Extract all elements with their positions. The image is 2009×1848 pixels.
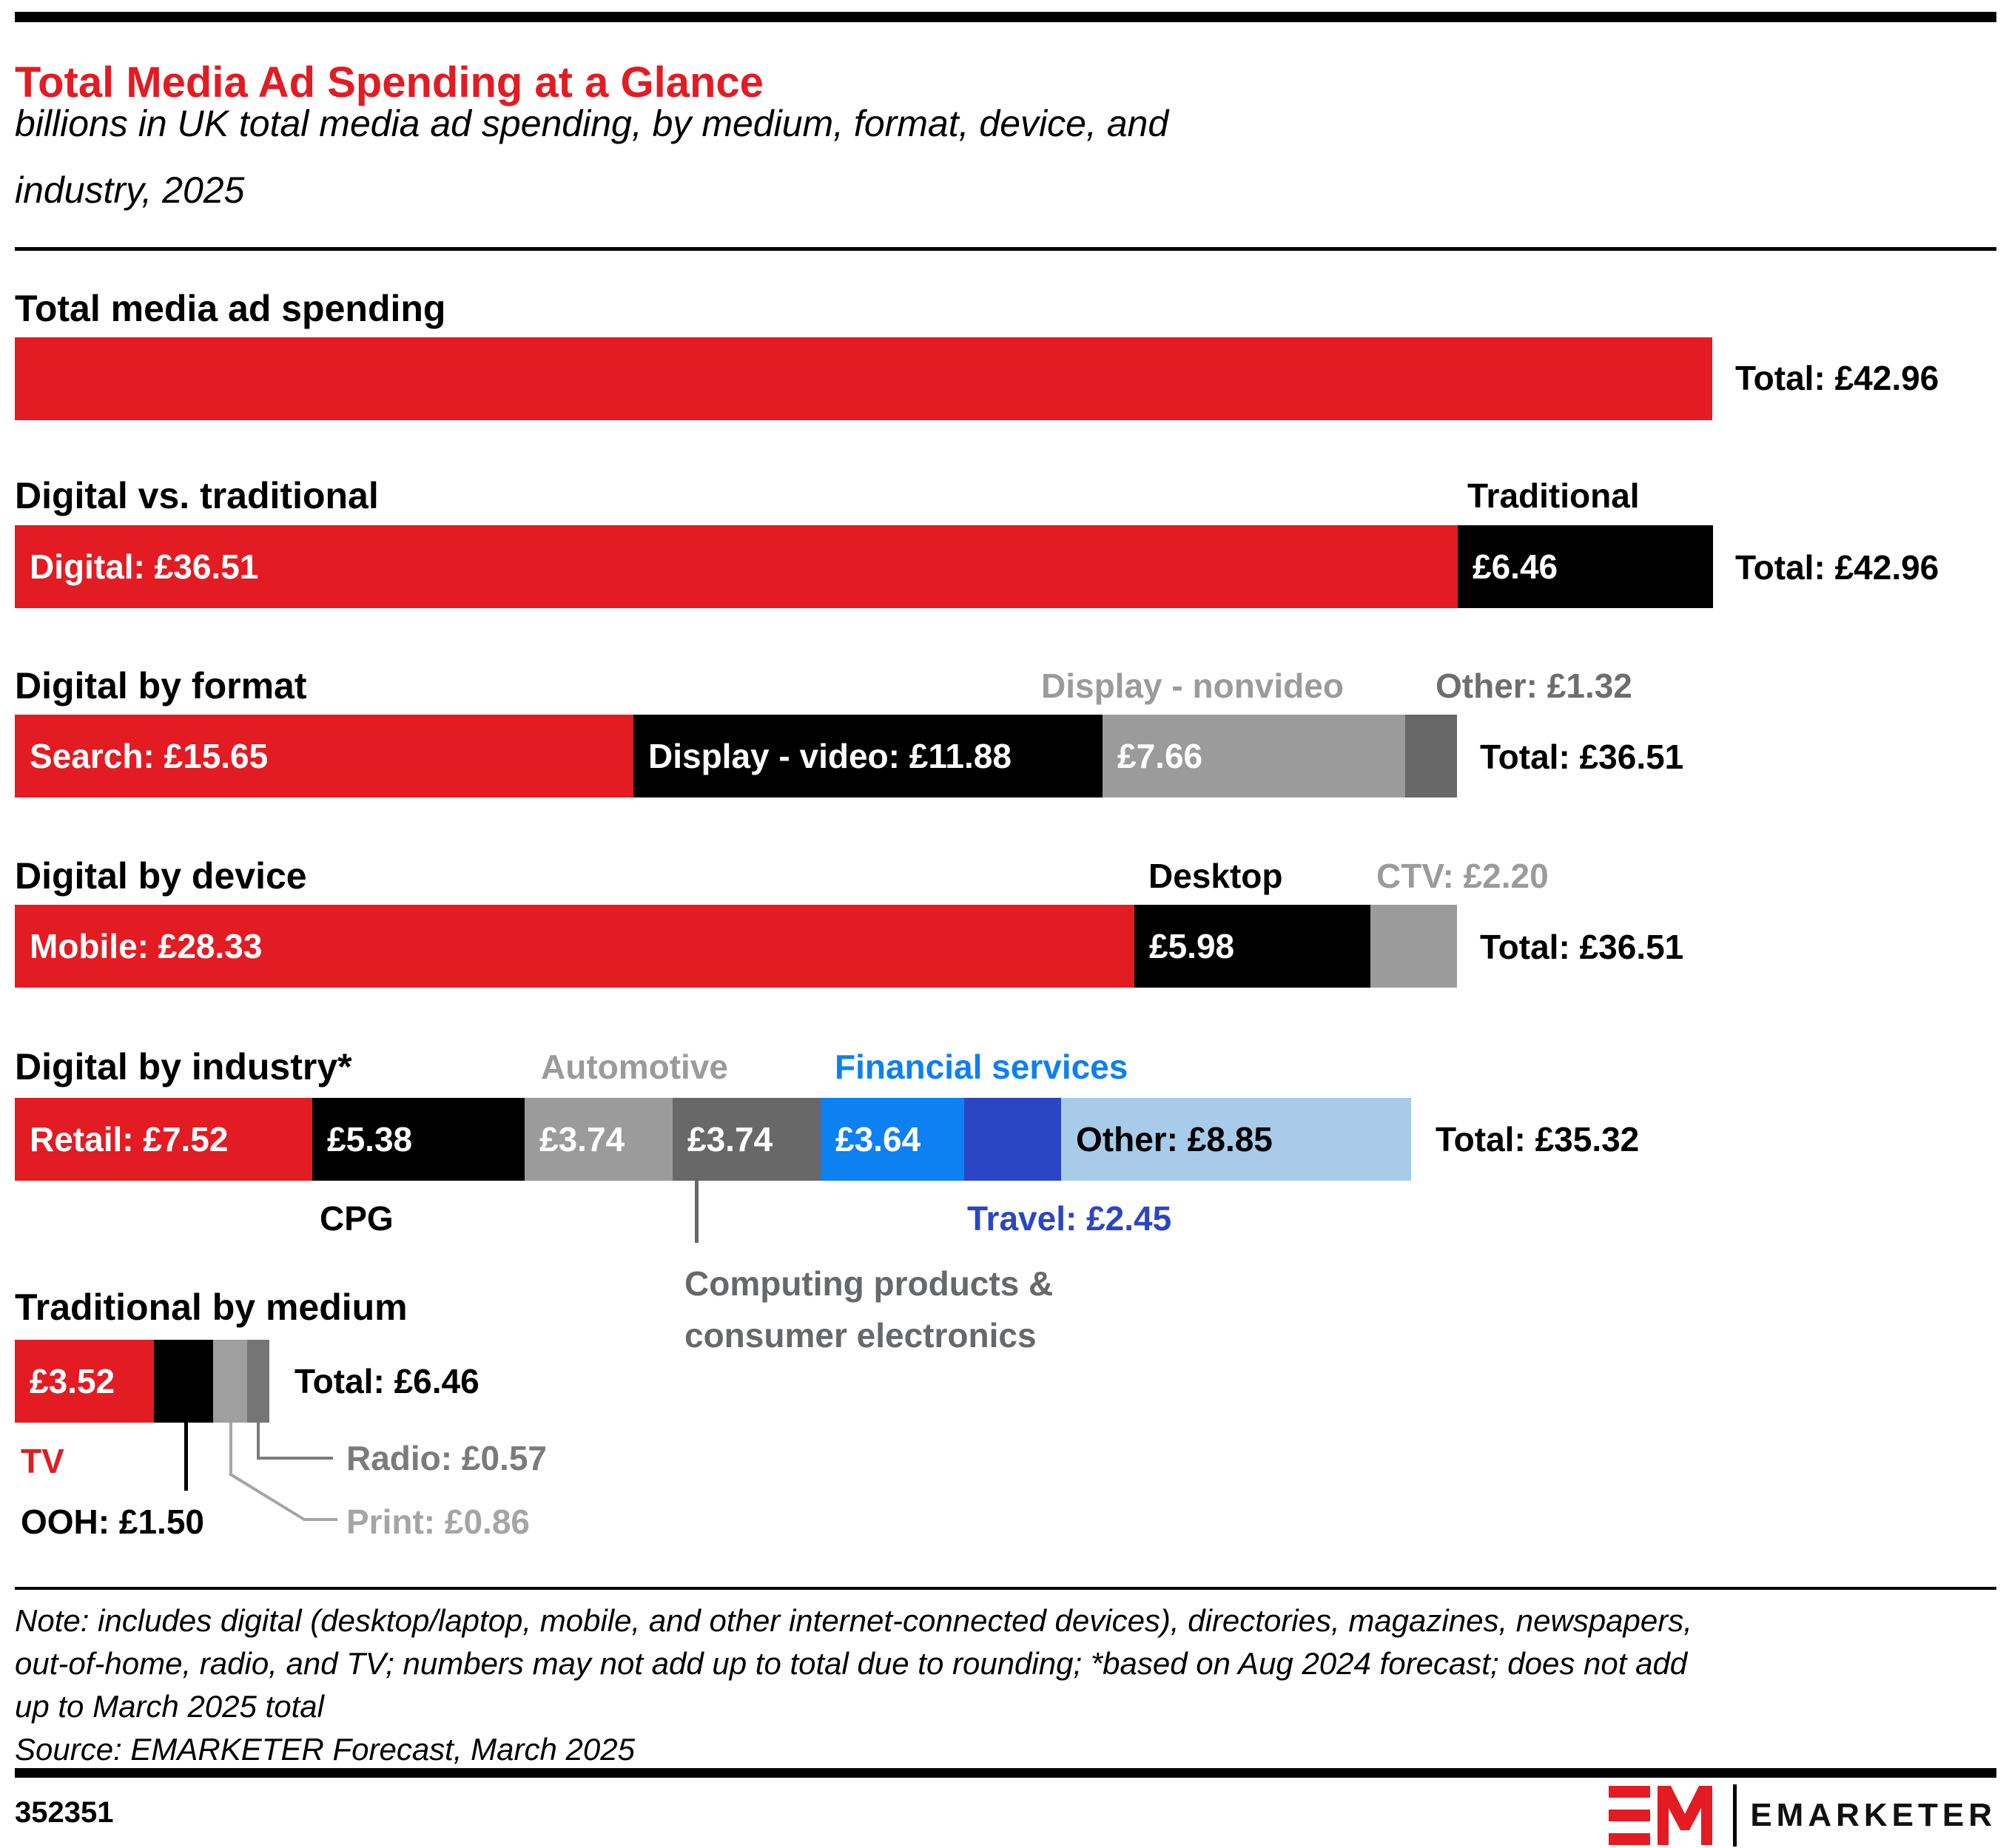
print-connector-hline bbox=[303, 1518, 337, 1521]
bar-segment-label-display-video: Display - video: £11.88 bbox=[648, 737, 1012, 775]
label-automotive: Automotive bbox=[541, 1048, 728, 1086]
total-label-traditional-by-medium: Total: £6.46 bbox=[295, 1362, 479, 1400]
bar-segment-retail: Retail: £7.52 bbox=[15, 1098, 312, 1181]
bar-segment-tv: £3.52 bbox=[15, 1340, 154, 1423]
top-rule bbox=[15, 12, 1996, 22]
bar-segment-total-media-ad-spending bbox=[15, 337, 1712, 420]
bar-segment-display-nonvideo: £7.66 bbox=[1103, 715, 1405, 797]
source-line: Source: EMARKETER Forecast, March 2025 bbox=[15, 1732, 635, 1767]
print-connector-diagonal bbox=[228, 1472, 306, 1522]
bar-segment-computing-products-consumer-electronics: £3.74 bbox=[673, 1098, 821, 1181]
footnote-line2: out-of-home, radio, and TV; numbers may … bbox=[15, 1646, 1688, 1681]
computing-connector-line bbox=[695, 1181, 699, 1243]
bar-segment-radio bbox=[247, 1340, 269, 1423]
emarketer-logo: EMARKETER bbox=[1609, 1784, 1996, 1847]
bar-segment-search: Search: £15.65 bbox=[15, 715, 633, 797]
bar-segment-label-cpg: £5.38 bbox=[327, 1120, 413, 1159]
callout-computing-line2: consumer electronics bbox=[684, 1316, 1037, 1355]
section-heading-digital-by-industry: Digital by industry* bbox=[15, 1046, 352, 1087]
total-label-total: Total: £42.96 bbox=[1735, 359, 1939, 397]
logo-wordmark: EMARKETER bbox=[1750, 1797, 1996, 1833]
footnote-line1: Note: includes digital (desktop/laptop, … bbox=[15, 1603, 1692, 1638]
ooh-connector-line bbox=[184, 1423, 188, 1491]
callout-travel: Travel: £2.45 bbox=[967, 1199, 1172, 1238]
bar-segment-ctv bbox=[1370, 905, 1457, 988]
page-title: Total Media Ad Spending at a Glance bbox=[15, 58, 764, 107]
label-display-nonvideo: Display - nonvideo bbox=[1041, 667, 1344, 705]
chart-id: 352351 bbox=[15, 1796, 114, 1829]
bar-digital-by-format: Search: £15.65 Display - video: £11.88 £7.… bbox=[15, 715, 1457, 797]
bar-segment-other bbox=[1405, 715, 1457, 797]
callout-cpg: CPG bbox=[320, 1199, 394, 1238]
bar-digital-vs-traditional: Digital: £36.51 £6.46 bbox=[15, 525, 1713, 608]
bar-segment-other: Other: £8.85 bbox=[1061, 1098, 1411, 1181]
callout-radio: Radio: £0.57 bbox=[346, 1439, 547, 1477]
bar-digital-by-industry: Retail: £7.52 £5.38 £3.74 £3.74 £3.64 Other: … bbox=[15, 1098, 1411, 1181]
total-label-digital-by-industry: Total: £35.32 bbox=[1436, 1120, 1640, 1159]
callout-computing-line1: Computing products & bbox=[684, 1264, 1054, 1303]
bar-segment-label-search: Search: £15.65 bbox=[30, 737, 269, 775]
section-heading-traditional-by-medium: Traditional by medium bbox=[15, 1286, 408, 1328]
bar-segment-label-traditional: £6.46 bbox=[1473, 547, 1558, 586]
callout-ooh: OOH: £1.50 bbox=[21, 1503, 204, 1541]
label-traditional: Traditional bbox=[1467, 476, 1640, 515]
print-connector-vline bbox=[229, 1423, 232, 1474]
section-heading-digital-by-device: Digital by device bbox=[15, 855, 307, 897]
radio-connector-hline bbox=[257, 1457, 333, 1460]
bar-segment-label-financial-services: £3.64 bbox=[835, 1120, 921, 1159]
bar-segment-desktop: £5.98 bbox=[1134, 905, 1370, 988]
total-label-digital-by-format: Total: £36.51 bbox=[1480, 738, 1684, 776]
bar-segment-cpg: £5.38 bbox=[312, 1098, 525, 1181]
radio-connector-vline bbox=[257, 1423, 260, 1460]
label-ctv: CTV: £2.20 bbox=[1376, 857, 1549, 895]
bar-segment-ooh bbox=[154, 1340, 213, 1423]
label-financial-services: Financial services bbox=[835, 1048, 1128, 1086]
bar-segment-label-computing-products-consumer-electronics: £3.74 bbox=[687, 1120, 773, 1159]
section-heading-digital-by-format: Digital by format bbox=[15, 665, 307, 707]
footer-bar bbox=[15, 1768, 1996, 1778]
bar-segment-label-automotive: £3.74 bbox=[539, 1120, 625, 1159]
section-heading-digital-vs-traditional: Digital vs. traditional bbox=[15, 475, 379, 516]
bar-total bbox=[15, 337, 1712, 420]
page-subtitle: billions in UK total media ad spending, … bbox=[15, 90, 1168, 223]
emarketer-logo-mark-icon bbox=[1609, 1786, 1713, 1845]
bar-segment-automotive: £3.74 bbox=[525, 1098, 673, 1181]
callout-computing: Computing products & consumer electronic… bbox=[684, 1258, 1053, 1361]
callout-print: Print: £0.86 bbox=[346, 1503, 530, 1541]
bar-segment-label-mobile: Mobile: £28.33 bbox=[30, 927, 263, 965]
bar-segment-traditional: £6.46 bbox=[1458, 525, 1713, 608]
bar-segment-financial-services: £3.64 bbox=[821, 1098, 964, 1181]
bar-segment-label-desktop: £5.98 bbox=[1149, 927, 1235, 965]
footnote-line3: up to March 2025 total bbox=[15, 1689, 324, 1724]
header-divider bbox=[15, 247, 1996, 251]
bar-segment-display-video: Display - video: £11.88 bbox=[633, 715, 1103, 797]
label-other-format: Other: £1.32 bbox=[1436, 667, 1632, 705]
total-label-digital-by-device: Total: £36.51 bbox=[1480, 928, 1684, 966]
logo-divider bbox=[1733, 1784, 1737, 1847]
footer-divider bbox=[15, 1587, 1996, 1590]
bar-segment-digital: Digital: £36.51 bbox=[15, 525, 1458, 608]
bar-segment-travel bbox=[964, 1098, 1061, 1181]
label-desktop: Desktop bbox=[1148, 857, 1283, 895]
page-subtitle-line2: industry, 2025 bbox=[15, 169, 245, 211]
bar-segment-label-other: Other: £8.85 bbox=[1076, 1120, 1273, 1159]
bar-traditional-by-medium: £3.52 bbox=[15, 1340, 269, 1423]
bar-segment-print bbox=[213, 1340, 247, 1423]
bar-segment-label-tv: £3.52 bbox=[30, 1362, 115, 1400]
callout-tv: TV bbox=[21, 1442, 64, 1480]
bar-segment-mobile: Mobile: £28.33 bbox=[15, 905, 1134, 988]
section-heading-total: Total media ad spending bbox=[15, 288, 446, 329]
page-subtitle-line1: billions in UK total media ad spending, … bbox=[15, 103, 1169, 144]
bar-segment-label-retail: Retail: £7.52 bbox=[30, 1120, 229, 1159]
bar-segment-label-display-nonvideo: £7.66 bbox=[1117, 737, 1203, 775]
bar-digital-by-device: Mobile: £28.33 £5.98 bbox=[15, 905, 1457, 988]
bar-segment-label-digital: Digital: £36.51 bbox=[30, 547, 259, 586]
total-label-digital-vs-traditional: Total: £42.96 bbox=[1735, 548, 1939, 587]
footnote: Note: includes digital (desktop/laptop, … bbox=[15, 1599, 1692, 1771]
